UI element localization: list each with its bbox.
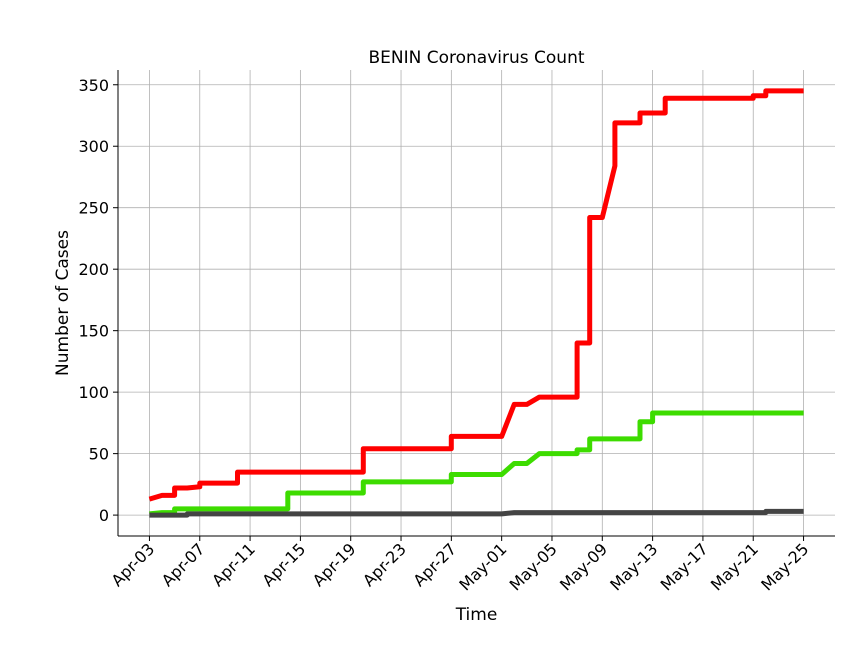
x-tick-label: Apr-15	[258, 539, 309, 590]
x-tick-label: Apr-11	[208, 539, 259, 590]
series-line-2	[149, 508, 804, 518]
x-tick-label: Apr-07	[158, 539, 209, 590]
y-tick-label: 300	[78, 137, 109, 156]
x-tick-label: May-09	[556, 539, 611, 594]
y-tick-label: 100	[78, 383, 109, 402]
x-tick-label: Apr-27	[409, 539, 460, 590]
series-lines	[148, 88, 804, 518]
series-line-0	[148, 88, 804, 502]
x-tick-label: Apr-19	[309, 539, 360, 590]
x-axis-label: Time	[455, 605, 498, 625]
grid	[118, 70, 835, 536]
y-tick-label: 150	[78, 322, 109, 341]
x-tick-label: Apr-03	[108, 539, 159, 590]
y-tick-label: 0	[99, 506, 109, 525]
y-tick-label: 200	[78, 260, 109, 279]
chart-title: BENIN Coronavirus Count	[368, 48, 584, 68]
y-tick-label: 50	[89, 445, 109, 464]
x-tick-label: Apr-23	[359, 539, 410, 590]
y-tick-label: 350	[78, 76, 109, 95]
y-tick-label: 250	[78, 199, 109, 218]
x-tick-label: May-01	[455, 539, 510, 594]
x-tick-label: May-17	[657, 539, 712, 594]
x-tick-label: May-13	[606, 539, 661, 594]
x-tick-label: May-21	[707, 539, 762, 594]
y-axis-label: Number of Cases	[53, 230, 73, 376]
axes	[117, 70, 835, 537]
x-tick-label: May-05	[506, 539, 561, 594]
series-line-1	[149, 410, 804, 517]
x-tick-label: May-25	[757, 539, 812, 594]
